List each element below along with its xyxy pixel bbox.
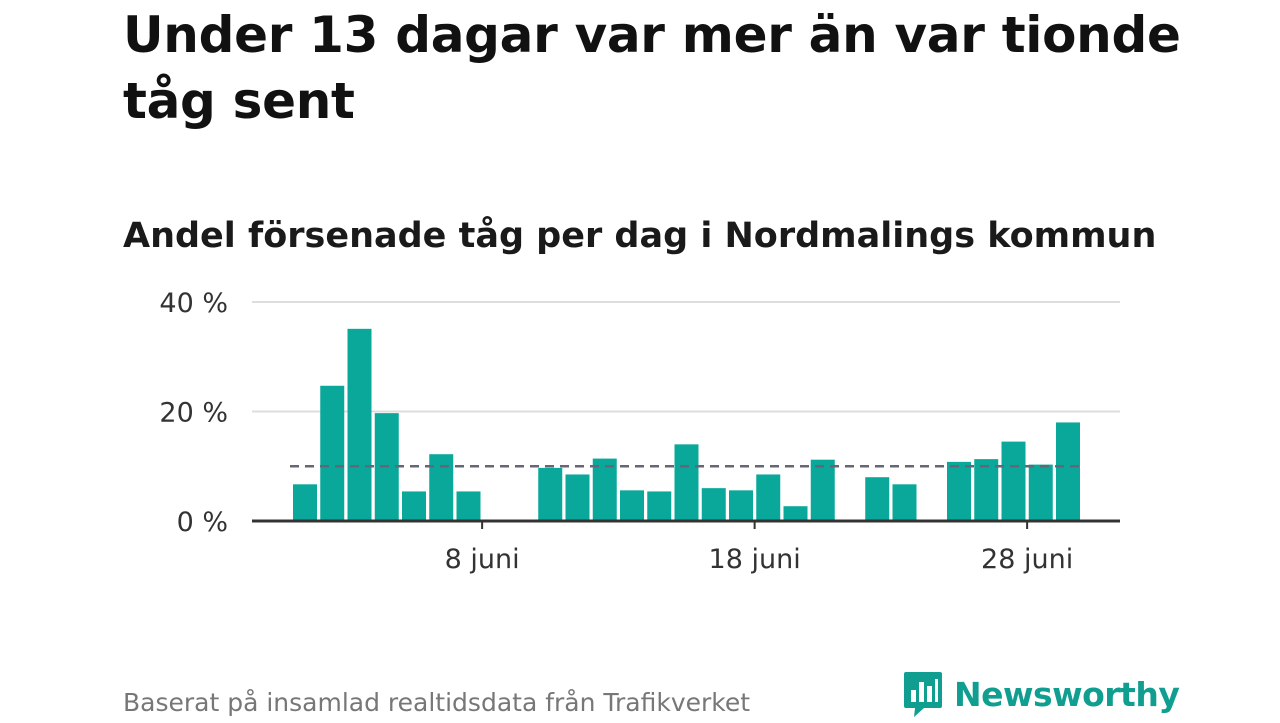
bar — [1001, 441, 1026, 521]
x-tick-label: 18 juni — [709, 544, 801, 575]
bar — [565, 474, 590, 521]
chart-title: Under 13 dagar var mer än var tionde tåg… — [123, 6, 1181, 130]
bar — [947, 461, 971, 521]
source-note: Baserat på insamlad realtidsdata från Tr… — [123, 688, 751, 717]
bar — [320, 385, 345, 521]
bar — [701, 488, 726, 521]
chart-subtitle: Andel försenade tåg per dag i Nordmaling… — [123, 216, 1157, 256]
newsworthy-logo-icon — [904, 672, 942, 717]
x-tick-label: 28 juni — [981, 544, 1073, 575]
bar — [647, 491, 672, 521]
y-tick-label: 40 % — [159, 288, 228, 319]
bar — [538, 467, 563, 521]
x-tick-label: 8 juni — [445, 544, 520, 575]
bar — [756, 474, 781, 521]
bar — [974, 459, 999, 521]
bar — [729, 490, 753, 521]
bar — [592, 458, 617, 521]
y-tick-label: 0 % — [177, 507, 228, 538]
bar — [1056, 422, 1080, 521]
brand-logo: Newsworthy — [902, 670, 1180, 718]
bar — [456, 491, 481, 521]
bar-chart: 0 % 20 % 40 % 8 juni 18 juni 28 juni — [159, 288, 1120, 575]
bar — [892, 484, 917, 521]
bar — [402, 491, 426, 521]
bar — [865, 477, 890, 521]
y-tick-label: 20 % — [159, 398, 228, 429]
brand-name: Newsworthy — [954, 674, 1180, 714]
bar — [810, 459, 835, 521]
bar — [1028, 464, 1053, 521]
bar — [674, 444, 699, 521]
bar — [347, 328, 372, 521]
bar — [783, 506, 808, 521]
bar — [620, 490, 644, 521]
bar — [293, 484, 317, 521]
bar — [429, 454, 454, 521]
